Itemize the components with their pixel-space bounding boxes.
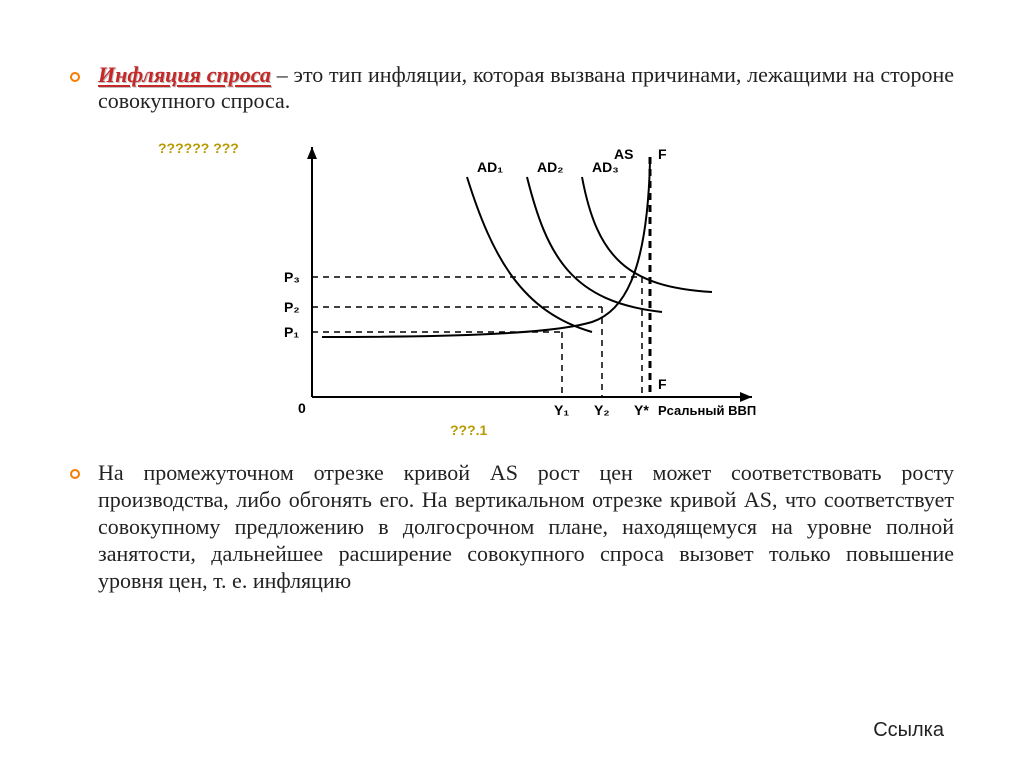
svg-text:Y*: Y*	[634, 402, 649, 418]
content-list-2: На промежуточном отрезке кривой AS рост …	[70, 459, 954, 594]
svg-text:AD₂: AD₂	[537, 159, 563, 175]
svg-text:F: F	[658, 376, 667, 392]
chart-container: ?????? ??? 0P₁P₂P₃Y₁Y₂Y*AD₁AD₂AD₃ASFFРса…	[70, 137, 954, 437]
demand-inflation-chart: 0P₁P₂P₃Y₁Y₂Y*AD₁AD₂AD₃ASFFРсальный ВВП	[252, 137, 772, 437]
annotation-top: ?????? ???	[158, 141, 239, 156]
svg-text:Y₂: Y₂	[594, 402, 610, 418]
svg-text:0: 0	[298, 400, 306, 416]
svg-text:P₂: P₂	[284, 299, 300, 315]
content-list: Инфляция спроса – это тип инфляции, кото…	[70, 62, 954, 115]
svg-text:AS: AS	[614, 146, 633, 162]
paragraph-1: Инфляция спроса – это тип инфляции, кото…	[98, 62, 954, 115]
svg-text:P₃: P₃	[284, 269, 300, 285]
reference-link[interactable]: Ссылка	[873, 719, 944, 742]
term-inflation-demand: Инфляция спроса	[98, 62, 271, 87]
svg-text:Y₁: Y₁	[554, 402, 569, 418]
svg-text:F: F	[658, 146, 667, 162]
bullet-2: На промежуточном отрезке кривой AS рост …	[70, 459, 954, 594]
bullet-1: Инфляция спроса – это тип инфляции, кото…	[70, 62, 954, 115]
svg-text:Рсальный ВВП: Рсальный ВВП	[658, 403, 756, 418]
svg-text:P₁: P₁	[284, 324, 299, 340]
annotation-bottom: ???.1	[450, 423, 487, 438]
slide: Инфляция спроса – это тип инфляции, кото…	[0, 0, 1024, 768]
paragraph-2: На промежуточном отрезке кривой AS рост …	[98, 459, 954, 594]
svg-text:AD₁: AD₁	[477, 159, 503, 175]
